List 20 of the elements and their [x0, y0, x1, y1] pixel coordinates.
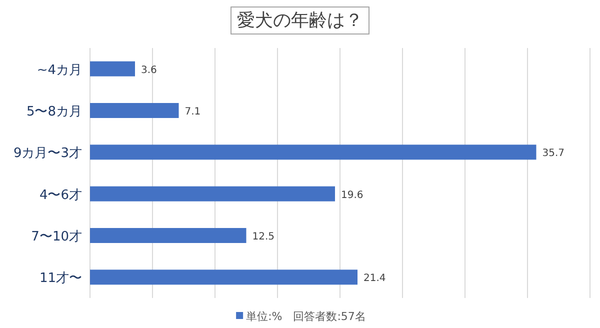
bar: [90, 103, 179, 118]
y-tick-label: 11才〜: [39, 271, 82, 286]
y-tick-label: 4〜6才: [39, 188, 82, 203]
bar: [90, 186, 335, 202]
data-label: 12.5: [252, 232, 275, 242]
y-tick-label: 5〜8カ月: [26, 104, 82, 120]
data-label: 19.6: [341, 190, 364, 201]
y-tick-label: 7〜10才: [31, 230, 82, 244]
data-label: 3.6: [141, 64, 157, 76]
bar: [90, 61, 135, 76]
chart-title: 愛犬の年齢は？: [237, 10, 363, 31]
data-label: 35.7: [542, 148, 565, 160]
data-label: 21.4: [364, 273, 386, 284]
bar: [90, 270, 358, 285]
bar: [90, 144, 536, 160]
y-tick-label: ~4カ月: [36, 62, 82, 78]
y-tick-label: 9カ月〜3才: [13, 146, 82, 162]
data-label: 7.1: [184, 106, 201, 118]
bar: [90, 228, 246, 243]
legend: 単位:% 回答者数:57名: [236, 310, 366, 323]
